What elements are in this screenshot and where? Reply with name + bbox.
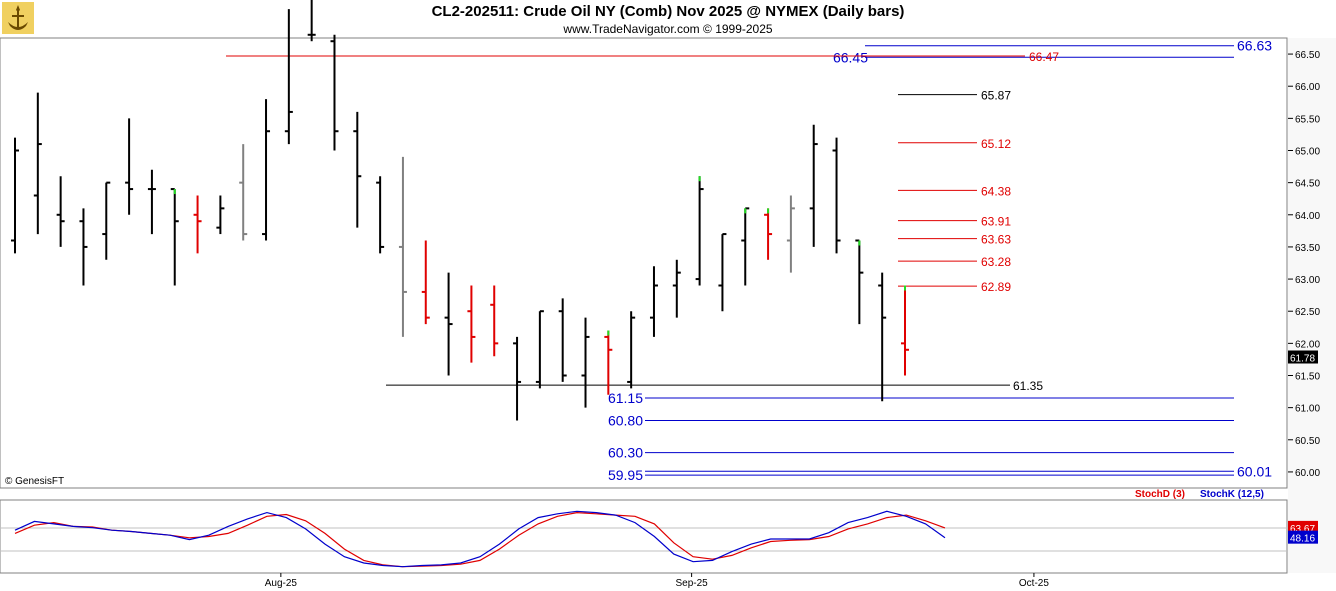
stoch-last-label-0: 63.67 <box>1290 524 1315 535</box>
last-price-label: 61.78 <box>1290 354 1315 365</box>
price-panel <box>0 37 1288 489</box>
y-tick-label: 61.50 <box>1295 372 1320 383</box>
stoch-series-line-1 <box>14 510 946 568</box>
level-label-66-47: 66.47 <box>1029 50 1059 64</box>
stochk-legend: StochK (12,5) <box>1200 489 1264 500</box>
level-label-60-80: 60.80 <box>608 413 643 429</box>
y-tick-label: 66.00 <box>1295 82 1320 93</box>
trade-navigator-logo-icon <box>2 2 34 34</box>
x-tick-label: Oct-25 <box>1019 578 1049 589</box>
level-label-65-87: 65.87 <box>981 89 1011 103</box>
level-label-60-30: 60.30 <box>608 445 643 461</box>
chart-subtitle: www.TradeNavigator.com © 1999-2025 <box>563 22 773 36</box>
level-label-63-91: 63.91 <box>981 215 1011 229</box>
level-label-59-95: 59.95 <box>608 467 643 483</box>
level-label-61-15: 61.15 <box>608 390 643 406</box>
y-tick-label: 62.50 <box>1295 307 1320 318</box>
y-tick-label: 62.00 <box>1295 339 1320 350</box>
last-price-box <box>1288 350 1318 364</box>
level-label-65-12: 65.12 <box>981 137 1011 151</box>
y-tick-label: 61.00 <box>1295 404 1320 415</box>
price-axis-panel <box>1288 38 1336 573</box>
chart-title: CL2-202511: Crude Oil NY (Comb) Nov 2025… <box>431 3 905 20</box>
y-tick-label: 63.50 <box>1295 243 1320 254</box>
y-tick-label: 66.50 <box>1295 50 1320 61</box>
copyright-label: © GenesisFT <box>5 476 64 487</box>
level-label-66-63: 66.63 <box>1237 38 1272 54</box>
y-tick-label: 60.00 <box>1295 468 1320 479</box>
stochd-legend: StochD (3) <box>1135 489 1185 500</box>
level-label-64-38: 64.38 <box>981 184 1011 198</box>
x-tick-label: Aug-25 <box>265 578 298 589</box>
level-label-63-63: 63.63 <box>981 233 1011 247</box>
chart-header: CL2-202511: Crude Oil NY (Comb) Nov 2025… <box>0 0 1336 38</box>
stoch-last-box-1 <box>1288 530 1318 544</box>
stochastic-panel <box>0 499 1288 574</box>
y-tick-label: 60.50 <box>1295 436 1320 447</box>
y-tick-label: 65.00 <box>1295 147 1320 158</box>
level-label-62-89: 62.89 <box>981 280 1011 294</box>
level-label-66-45: 66.45 <box>833 49 868 65</box>
y-tick-label: 65.50 <box>1295 114 1320 125</box>
level-label-60-01: 60.01 <box>1237 463 1272 479</box>
y-tick-label: 64.00 <box>1295 211 1320 222</box>
level-label-63-28: 63.28 <box>981 255 1011 269</box>
stoch-last-box-0 <box>1288 520 1318 534</box>
y-tick-label: 64.50 <box>1295 179 1320 190</box>
x-tick-label: Sep-25 <box>675 578 708 589</box>
stoch-last-label-1: 48.16 <box>1290 534 1315 545</box>
y-tick-label: 63.00 <box>1295 275 1320 286</box>
level-label-61-35: 61.35 <box>1013 379 1043 393</box>
